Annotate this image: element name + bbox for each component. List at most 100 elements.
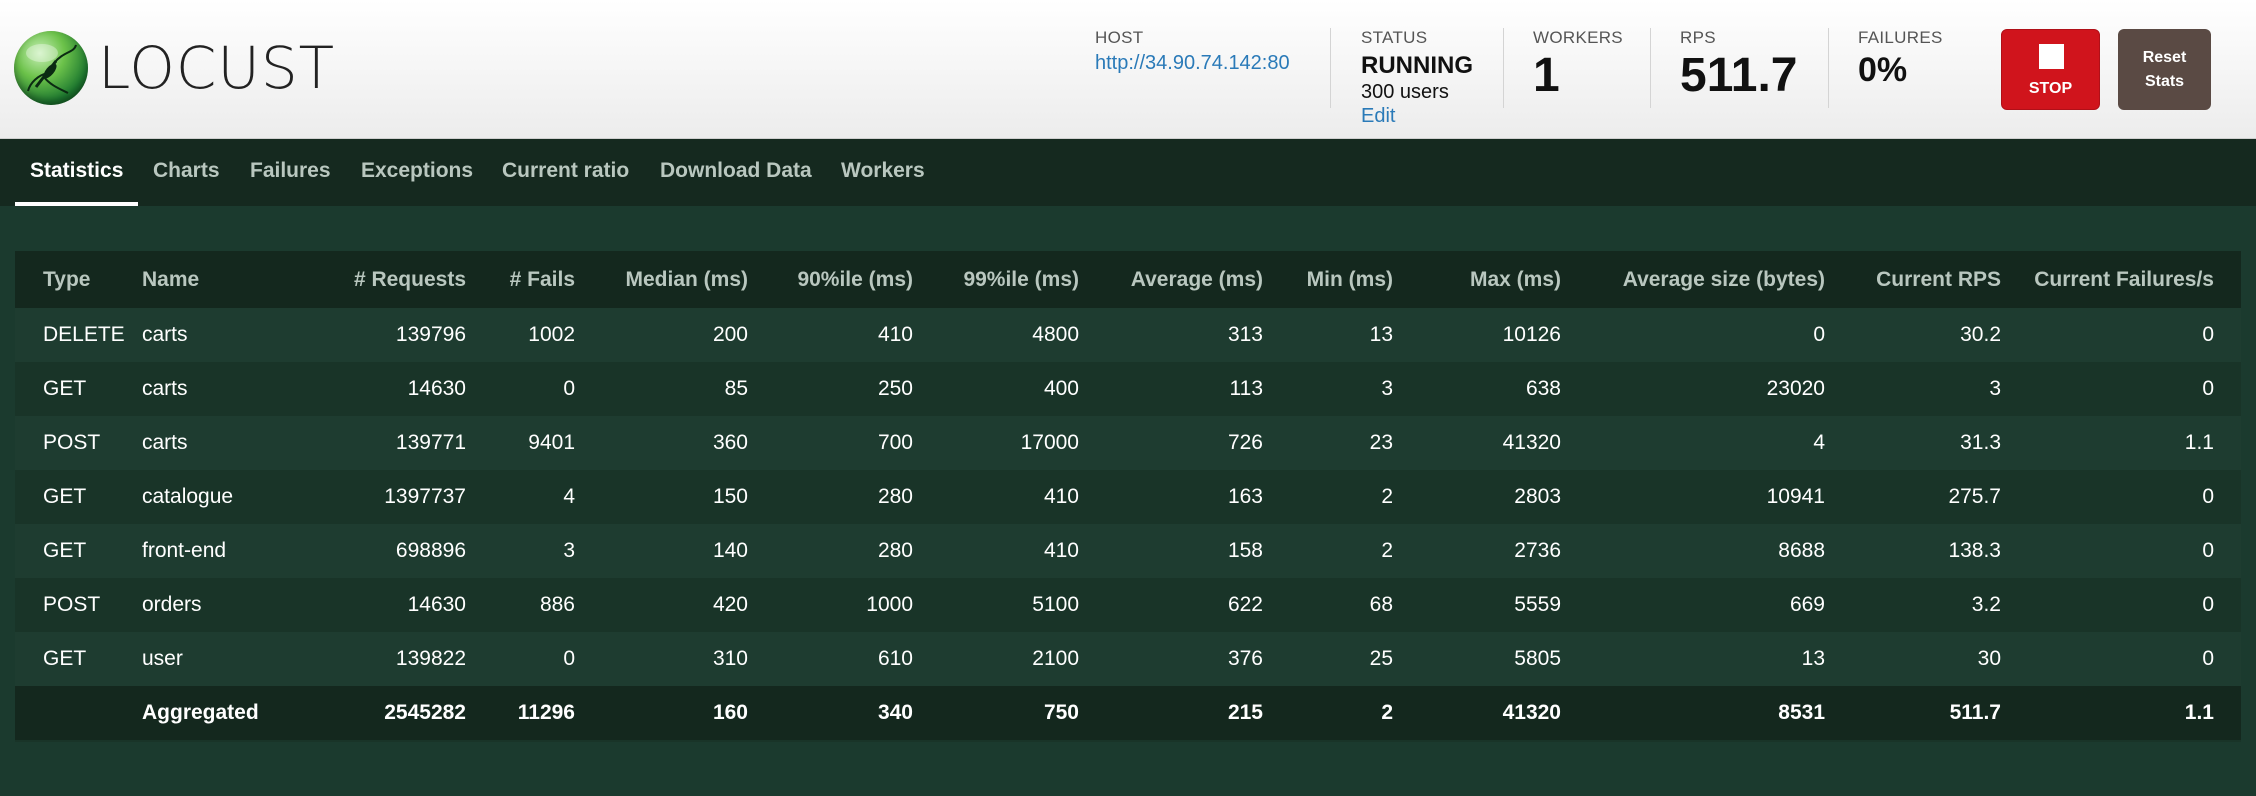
table-row: POST carts 139771 9401 360 700 17000 726 23 41320… xyxy=(15,416,2241,470)
table-cell: 163 xyxy=(1079,470,1263,524)
table-cell: 410 xyxy=(748,308,913,362)
column-header[interactable]: Max (ms) xyxy=(1393,251,1561,308)
host-link[interactable]: http://34.90.74.142:80 xyxy=(1095,52,1290,74)
table-cell: 511.7 xyxy=(1825,686,2001,740)
header-divider xyxy=(1503,28,1504,108)
table-row: GET front-end 698896 3 140 280 410 158 2 2736 8688… xyxy=(15,524,2241,578)
table-cell: 215 xyxy=(1079,686,1263,740)
tab-current-ratio[interactable]: Current ratio xyxy=(502,159,630,182)
table-cell xyxy=(15,686,142,740)
table-cell: 2736 xyxy=(1393,524,1561,578)
header-divider xyxy=(1650,28,1651,108)
table-cell: 410 xyxy=(913,470,1079,524)
column-header[interactable]: Average (ms) xyxy=(1079,251,1263,308)
tab-workers[interactable]: Workers xyxy=(841,159,925,182)
table-cell: 313 xyxy=(1079,308,1263,362)
table-cell: 638 xyxy=(1393,362,1561,416)
table-cell: 250 xyxy=(748,362,913,416)
table-cell: 669 xyxy=(1561,578,1825,632)
table-cell: orders xyxy=(142,578,284,632)
table-cell: 30 xyxy=(1825,632,2001,686)
table-cell: 2 xyxy=(1263,524,1393,578)
table-row: GET carts 14630 0 85 250 400 113 3 638 23020 3 0 xyxy=(15,362,2241,416)
tab-charts[interactable]: Charts xyxy=(153,159,220,182)
column-header[interactable]: Min (ms) xyxy=(1263,251,1393,308)
statistics-table: Type Name # Requests # Fails Median (ms)… xyxy=(15,251,2241,742)
table-cell: 280 xyxy=(748,470,913,524)
column-header[interactable]: # Requests xyxy=(284,251,466,308)
failures-stat: FAILURES 0% xyxy=(1858,28,1943,90)
reset-stats-button[interactable]: Reset Stats xyxy=(2118,29,2211,110)
table-cell: 1.1 xyxy=(2001,686,2241,740)
tab-download-data[interactable]: Download Data xyxy=(660,159,812,182)
table-cell: 3 xyxy=(466,524,575,578)
table-cell: 13 xyxy=(1561,632,1825,686)
tab-failures[interactable]: Failures xyxy=(250,159,331,182)
table-cell: 113 xyxy=(1079,362,1263,416)
stop-label: STOP xyxy=(2028,80,2073,97)
failures-value: 0% xyxy=(1858,51,1908,89)
table-cell: 275.7 xyxy=(1825,470,2001,524)
tab-statistics[interactable]: Statistics xyxy=(30,159,124,182)
table-cell: 68 xyxy=(1263,578,1393,632)
table-cell: 0 xyxy=(2001,632,2241,686)
aggregate-row: Aggregated 2545282 11296 160 340 750 215 2 41320… xyxy=(15,686,2241,740)
user-count: 300 users xyxy=(1361,81,1449,103)
table-cell: 0 xyxy=(2001,578,2241,632)
column-header[interactable]: Median (ms) xyxy=(575,251,748,308)
column-header[interactable]: # Fails xyxy=(466,251,575,308)
table-cell: 1002 xyxy=(466,308,575,362)
table-cell: 5805 xyxy=(1393,632,1561,686)
column-header[interactable]: Current Failures/s xyxy=(2001,251,2241,308)
table-cell: 160 xyxy=(575,686,748,740)
table-cell: 360 xyxy=(575,416,748,470)
column-header[interactable]: Average size (bytes) xyxy=(1561,251,1825,308)
table-cell: Aggregated xyxy=(142,686,284,740)
column-header[interactable]: Type xyxy=(15,251,142,308)
table-cell: 4 xyxy=(1561,416,1825,470)
table-cell: 420 xyxy=(575,578,748,632)
host-label: HOST xyxy=(1095,28,1144,47)
edit-users-link[interactable]: Edit xyxy=(1361,105,1396,127)
table-cell: 0 xyxy=(2001,524,2241,578)
table-cell: POST xyxy=(15,578,142,632)
active-tab-indicator xyxy=(15,202,138,206)
table-row: GET catalogue 1397737 4 150 280 410 163 2 2803 109… xyxy=(15,470,2241,524)
table-row: DELETE carts 139796 1002 200 410 4800 313 13 1012… xyxy=(15,308,2241,362)
table-cell: 200 xyxy=(575,308,748,362)
column-header[interactable]: Current RPS xyxy=(1825,251,2001,308)
table-cell: POST xyxy=(15,416,142,470)
table-cell: 41320 xyxy=(1393,416,1561,470)
column-header[interactable]: 99%ile (ms) xyxy=(913,251,1079,308)
table-cell: 0 xyxy=(2001,362,2241,416)
table-cell: 41320 xyxy=(1393,686,1561,740)
table-cell: DELETE xyxy=(15,308,142,362)
table-cell: 2100 xyxy=(913,632,1079,686)
table-cell: 726 xyxy=(1079,416,1263,470)
table-cell: carts xyxy=(142,362,284,416)
workers-stat: WORKERS 1 xyxy=(1533,28,1623,104)
table-cell: GET xyxy=(15,632,142,686)
table-cell: 2 xyxy=(1263,470,1393,524)
status-stat: STATUS RUNNING 300 users Edit xyxy=(1361,28,1473,128)
table-cell: 17000 xyxy=(913,416,1079,470)
column-header[interactable]: Name xyxy=(142,251,284,308)
column-header[interactable]: 90%ile (ms) xyxy=(748,251,913,308)
table-cell: 5559 xyxy=(1393,578,1561,632)
header-divider xyxy=(1330,28,1331,108)
table-cell: 750 xyxy=(913,686,1079,740)
status-label: STATUS xyxy=(1361,28,1428,47)
table-cell: 13 xyxy=(1263,308,1393,362)
tab-exceptions[interactable]: Exceptions xyxy=(361,159,474,182)
stop-button[interactable]: STOP xyxy=(2001,29,2100,110)
rps-label: RPS xyxy=(1680,28,1716,47)
table-cell: 376 xyxy=(1079,632,1263,686)
table-cell: 150 xyxy=(575,470,748,524)
table-cell: 698896 xyxy=(284,524,466,578)
table-row: GET user 139822 0 310 610 2100 376 25 5805 13 30 0 xyxy=(15,632,2241,686)
table-cell: 30.2 xyxy=(1825,308,2001,362)
table-cell: 310 xyxy=(575,632,748,686)
header-divider xyxy=(1828,28,1829,108)
table-cell: 139771 xyxy=(284,416,466,470)
table-cell: 85 xyxy=(575,362,748,416)
